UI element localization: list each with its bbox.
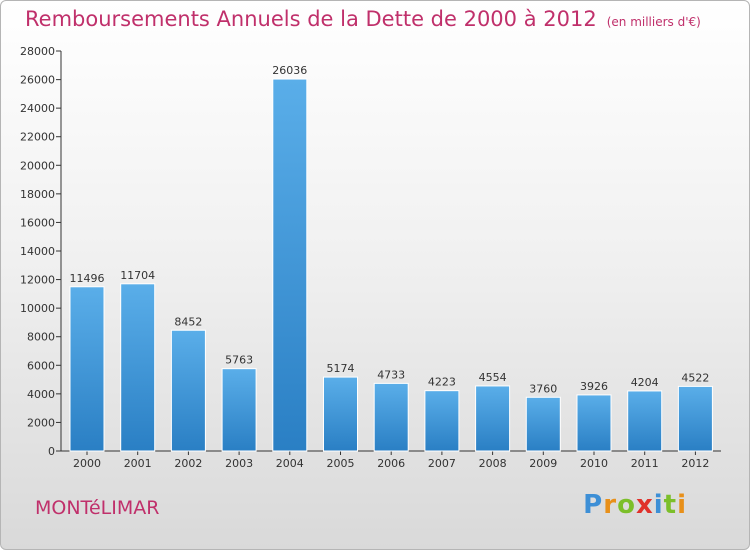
- bar: [475, 385, 511, 452]
- proxiti-logo: Proxiti: [583, 490, 687, 520]
- x-tick-label: 2004: [276, 457, 304, 470]
- bar-value-label: 5174: [327, 362, 355, 375]
- y-tick-label: 4000: [27, 388, 55, 401]
- y-tick-label: 16000: [20, 216, 55, 229]
- y-tick-label: 18000: [20, 188, 55, 201]
- bar: [576, 394, 612, 452]
- bars: [69, 78, 713, 452]
- title-text: Remboursements Annuels de la Dette de 20…: [25, 7, 597, 31]
- bar: [221, 368, 257, 452]
- bar: [323, 376, 358, 452]
- bar-value-label: 4223: [428, 376, 456, 389]
- x-tick-label: 2010: [580, 457, 608, 470]
- y-tick-label: 20000: [20, 159, 55, 172]
- x-tick-label: 2000: [73, 457, 101, 470]
- y-tick-label: 26000: [20, 74, 55, 87]
- bar: [424, 390, 460, 452]
- bar-value-label: 26036: [272, 64, 307, 77]
- y-tick-label: 0: [48, 445, 55, 458]
- bar: [627, 390, 663, 452]
- bar-value-label: 4204: [631, 376, 659, 389]
- bar-value-label: 11496: [70, 272, 105, 285]
- y-tick-label: 22000: [20, 131, 55, 144]
- bar: [170, 329, 206, 452]
- x-tick-label: 2007: [428, 457, 456, 470]
- bar: [120, 283, 156, 452]
- x-tick-label: 2012: [681, 457, 709, 470]
- bar: [373, 382, 409, 452]
- x-tick-label: 2011: [631, 457, 659, 470]
- x-tick-label: 2001: [124, 457, 152, 470]
- bar-value-label: 4522: [681, 371, 709, 384]
- y-tick-label: 8000: [27, 331, 55, 344]
- x-tick-label: 2003: [225, 457, 253, 470]
- y-tick-label: 24000: [20, 102, 55, 115]
- bar-value-label: 5763: [225, 354, 253, 367]
- bar-value-label: 3760: [529, 382, 557, 395]
- bar-value-label: 8452: [174, 315, 202, 328]
- bar-value-label: 3926: [580, 380, 608, 393]
- y-tick-label: 6000: [27, 359, 55, 372]
- unit-note: (en milliers d'€): [606, 15, 701, 29]
- bar-value-label: 4554: [479, 371, 507, 384]
- bar-value-label: 11704: [120, 269, 155, 282]
- chart-title: Remboursements Annuels de la Dette de 20…: [25, 7, 701, 31]
- x-tick-label: 2008: [479, 457, 507, 470]
- y-tick-label: 2000: [27, 416, 55, 429]
- x-tick-label: 2006: [377, 457, 405, 470]
- bar: [677, 385, 713, 452]
- x-tick-label: 2005: [327, 457, 355, 470]
- y-tick-label: 10000: [20, 302, 55, 315]
- bar-value-label: 4733: [377, 368, 405, 381]
- x-tick-label: 2002: [174, 457, 202, 470]
- bar: [272, 78, 308, 452]
- y-tick-label: 12000: [20, 274, 55, 287]
- municipality-name: MONTéLIMAR: [35, 497, 160, 519]
- y-tick-label: 28000: [20, 45, 55, 58]
- x-tick-label: 2009: [529, 457, 557, 470]
- bar: [525, 396, 561, 452]
- data-labels: 11496 11704 8452 5763 26036 5174 4733 4223 4554 3…: [70, 64, 710, 395]
- axes: 0 2000 4000 6000 8000 10000 12000 14000 16000 180…: [20, 45, 721, 470]
- y-tick-label: 14000: [20, 245, 55, 258]
- bar: [69, 286, 105, 452]
